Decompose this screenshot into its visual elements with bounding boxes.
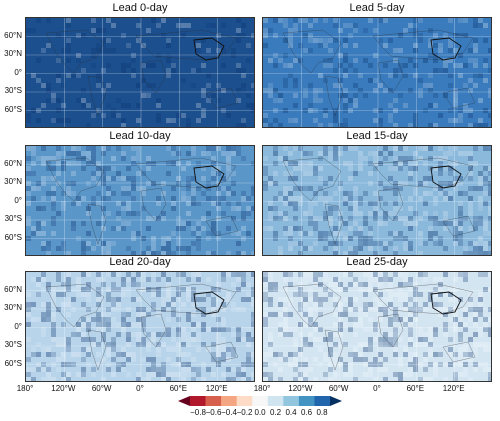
colorbar-tick-label: −0.8: [190, 408, 206, 417]
map-panel: Lead 10-day 60°N 30°N 0° 30°S 60°S: [4, 130, 255, 256]
panel-title: Lead 20-day: [109, 256, 171, 268]
longitude-label: 120°W: [51, 384, 76, 393]
map-panel: Lead 20-day 60°N 30°N 0° 30°S 60°S 180° 120°W 60…: [4, 256, 255, 393]
latitude-label: 60°S: [4, 358, 22, 368]
colorbar-tick-label: 0.6: [300, 408, 313, 417]
correlation-map: [262, 145, 492, 256]
region-outline: [430, 291, 462, 315]
latitude-label: 0°: [14, 195, 22, 205]
latitude-label: 0°: [14, 321, 22, 331]
latitude-label: 60°S: [4, 104, 22, 114]
panel-title: Lead 15-day: [346, 130, 408, 142]
panel-title: Lead 5-day: [349, 2, 405, 14]
latitude-label: 30°S: [4, 86, 22, 95]
latitude-label: 60°N: [4, 158, 22, 168]
region-outline: [430, 165, 462, 189]
map-panel: Lead 5-day: [262, 2, 492, 128]
colorbar-tick-label: 0.0: [254, 408, 266, 417]
panel-title: Lead 25-day: [346, 256, 408, 268]
map-panel: Lead 25-day 180° 120°W 60°W 0° 60°E 120°E: [254, 256, 492, 393]
colorbar-segment: [252, 396, 269, 406]
colorbar-bar: [178, 396, 342, 406]
correlation-map: [262, 271, 492, 382]
longitude-label: 120°E: [205, 384, 228, 393]
colorbar-segment: [205, 396, 222, 406]
latitude-label: 60°N: [4, 30, 22, 40]
colorbar-segment: [221, 396, 237, 406]
correlation-map: [25, 17, 255, 128]
correlation-map: [262, 17, 492, 128]
latitude-label: 30°N: [4, 303, 22, 312]
latitude-label: 30°S: [4, 214, 22, 223]
latitude-label: 30°N: [4, 49, 22, 58]
latitude-label: 0°: [14, 67, 22, 77]
colorbar-max-arrow: [330, 396, 342, 406]
region-outline: [193, 291, 225, 315]
colorbar-tick-label: 0.4: [285, 408, 297, 417]
latitude-label: 60°S: [4, 232, 22, 242]
map-field: [26, 146, 254, 255]
latitude-label: 30°N: [4, 177, 22, 186]
longitude-label: 0°: [373, 384, 381, 393]
map-panel: Lead 15-day: [262, 130, 492, 256]
colorbar-segment: [283, 396, 300, 406]
map-field: [263, 272, 491, 381]
colorbar-tick-label: 0.2: [269, 408, 282, 417]
colorbar-min-arrow: [178, 396, 190, 406]
panel-title: Lead 10-day: [109, 130, 171, 142]
colorbar-segment: [190, 396, 206, 406]
colorbar-segment: [236, 396, 253, 406]
map-field: [263, 18, 491, 127]
colorbar-segment: [267, 396, 284, 406]
region-outline: [193, 165, 225, 189]
longitude-label: 60°W: [91, 384, 112, 393]
longitude-label: 120°W: [288, 384, 313, 393]
colorbar-tick-label: −0.6: [205, 408, 222, 417]
longitude-label: 180°: [253, 384, 271, 393]
colorbar-segment: [298, 396, 315, 406]
map-field: [26, 272, 254, 381]
colorbar-tick-label: 0.8: [316, 408, 328, 417]
colorbar-segment: [314, 396, 331, 406]
latitude-label: 60°N: [4, 284, 22, 294]
longitude-label: 180°: [16, 384, 34, 393]
region-outline: [193, 37, 225, 61]
colorbar-tick-label: −0.2: [236, 408, 253, 417]
longitude-label: 120°E: [442, 384, 465, 393]
longitude-label: 60°E: [169, 384, 188, 393]
colorbar-tick-label: −0.4: [221, 408, 237, 417]
region-outline: [430, 37, 462, 61]
longitude-label: 0°: [136, 384, 144, 393]
longitude-label: 60°W: [328, 384, 349, 393]
map-field: [26, 18, 254, 127]
correlation-map: [25, 145, 255, 256]
panel-title: Lead 0-day: [112, 2, 168, 14]
map-field: [263, 146, 491, 255]
latitude-label: 30°S: [4, 340, 22, 349]
map-panel: Lead 0-day 60°N 30°N 0° 30°S 60°S: [4, 2, 255, 128]
longitude-label: 60°E: [406, 384, 425, 393]
correlation-map: [25, 271, 255, 382]
